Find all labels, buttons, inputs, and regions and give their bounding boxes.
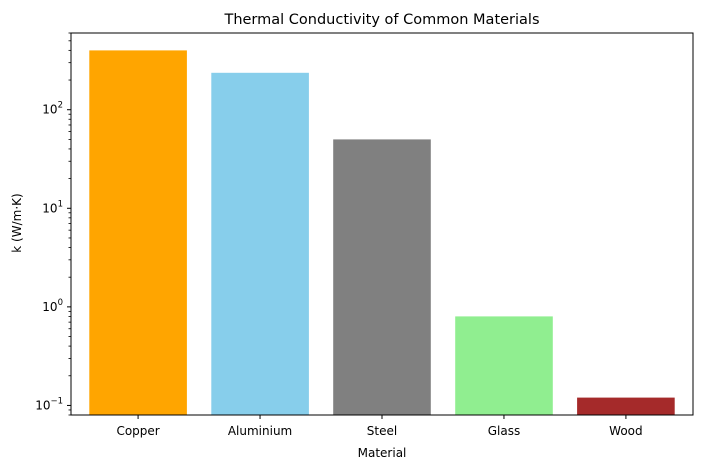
bar-steel [333,139,431,415]
plot-area: Copper Aluminium Steel Glass Wood 10−1 100 101 1… [35,32,694,438]
y-tick-label: 100 [42,298,63,314]
x-tick-label: Glass [488,424,521,438]
y-tick-label: 101 [42,199,63,215]
y-axis-label: k (W/m·K) [10,193,24,252]
y-tick-label: 10−1 [35,396,63,412]
x-tick-label: Aluminium [228,424,292,438]
y-tick-label: 102 [42,101,63,117]
x-axis-label: Material [358,446,407,460]
bar-glass [455,316,553,415]
x-tick-label: Copper [116,424,159,438]
x-tick-label: Steel [367,424,397,438]
bar-copper [89,50,187,416]
bar-aluminium [211,72,309,416]
bar-wood [577,397,675,415]
x-tick-label: Wood [609,424,642,438]
plot-frame [70,32,694,416]
chart-title: Thermal Conductivity of Common Materials [223,12,539,28]
